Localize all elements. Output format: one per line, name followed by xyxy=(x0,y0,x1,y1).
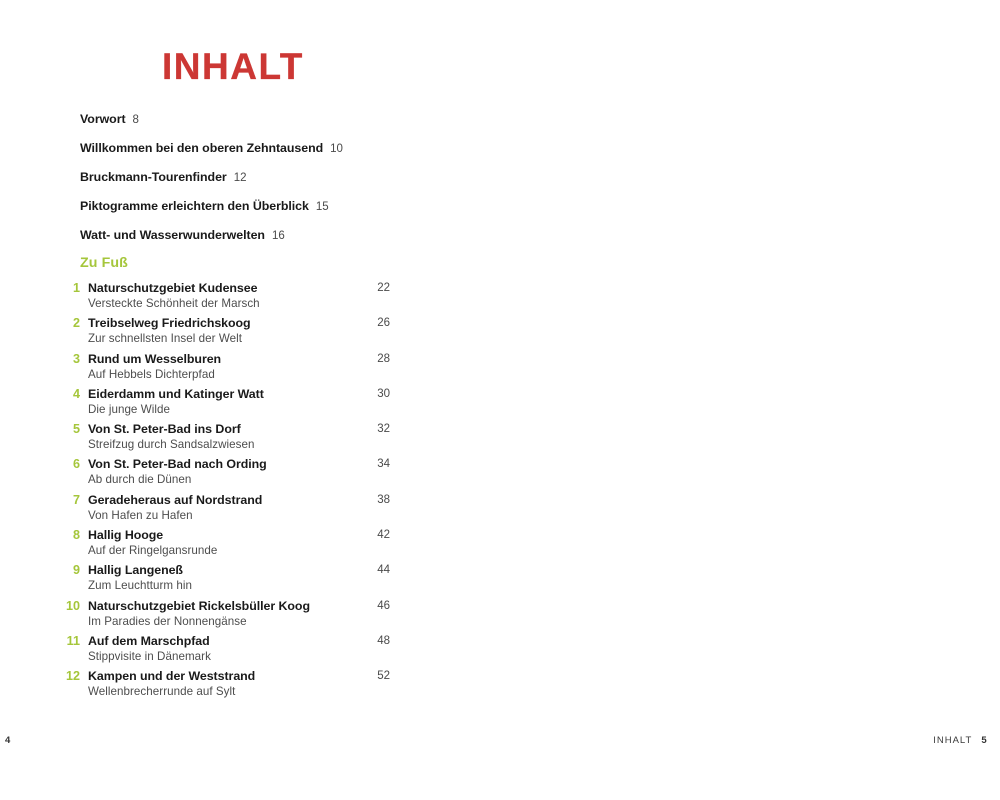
tour-title: Auf dem Marschpfad xyxy=(88,633,210,648)
tour-text-block: Eiderdamm und Katinger Watt Die junge Wil… xyxy=(80,387,362,418)
tour-subtitle: Streifzug durch Sandsalzwiesen xyxy=(88,438,255,452)
tour-title: Von St. Peter-Bad nach Ording xyxy=(88,457,267,472)
tour-list-zu-fuss: 1 Naturschutzgebiet Kudensee Versteckte Sc… xyxy=(56,281,390,705)
tour-text-block: Auf dem Marschpfad Stippvisite in Dänemar… xyxy=(80,634,362,665)
tour-title: Von St. Peter-Bad ins Dorf xyxy=(88,422,241,437)
folio-left-page-number: 4 xyxy=(5,735,11,746)
tour-page-number: 44 xyxy=(377,564,390,577)
front-matter-list: Vorwort 8 Willkommen bei den oberen Zehnta… xyxy=(80,112,410,257)
tour-entry[interactable]: 10 Naturschutzgebiet Rickelsbüller Koog Im… xyxy=(56,599,390,634)
tour-entry[interactable]: 3 Rund um Wesselburen Auf Hebbels Dichterp… xyxy=(56,352,390,387)
tour-text-block: Rund um Wesselburen Auf Hebbels Dichterpf… xyxy=(80,352,362,383)
front-matter-page-number: 10 xyxy=(330,143,343,155)
front-matter-label: Piktogramme erleichtern den Überblick xyxy=(80,199,309,213)
front-matter-page-number: 16 xyxy=(271,230,285,242)
left-page: INHALT Vorwort 8 Willkommen bei den oberen… xyxy=(5,46,410,746)
section-heading-zu-fuss: Zu Fuß xyxy=(80,255,128,271)
tour-entry[interactable]: 9 Hallig Langeneß Zum Leuchtturm hin 44 xyxy=(56,563,390,598)
tour-entry[interactable]: 11 Auf dem Marschpfad Stippvisite in Dänem… xyxy=(56,634,390,669)
tour-page-number: 42 xyxy=(377,529,390,542)
front-matter-label: Willkommen bei den oberen Zehntausend xyxy=(80,141,324,155)
tour-subtitle: Wellenbrecherrunde auf Sylt xyxy=(88,685,236,699)
tour-number: 8 xyxy=(72,528,80,543)
tour-number: 3 xyxy=(72,351,80,366)
tour-subtitle: Die junge Wilde xyxy=(88,402,170,416)
tour-entry[interactable]: 7 Geradeheraus auf Nordstrand Von Hafen zu… xyxy=(56,493,390,528)
tour-subtitle: Ab durch die Dünen xyxy=(88,473,192,487)
tour-text-block: Geradeheraus auf Nordstrand Von Hafen zu … xyxy=(80,493,362,524)
tour-subtitle: Im Paradies der Nonnengänse xyxy=(88,614,247,628)
tour-number: 12 xyxy=(65,669,80,684)
folio-left: 4 xyxy=(5,735,11,746)
tour-subtitle: Zur schnellsten Insel der Welt xyxy=(88,332,243,346)
tour-page-number: 26 xyxy=(377,317,390,330)
tour-title: Naturschutzgebiet Rickelsbüller Koog xyxy=(88,598,310,613)
tour-number: 6 xyxy=(72,457,80,472)
tour-entry[interactable]: 12 Kampen und der Weststrand Wellenbrecher… xyxy=(56,669,390,704)
tour-title: Kampen und der Weststrand xyxy=(88,669,256,684)
tour-text-block: Kampen und der Weststrand Wellenbrecherru… xyxy=(80,669,362,700)
tour-number: 1 xyxy=(72,281,80,295)
tour-subtitle: Stippvisite in Dänemark xyxy=(88,649,211,663)
tour-page-number: 30 xyxy=(377,387,390,400)
tour-subtitle: Von Hafen zu Hafen xyxy=(88,508,193,522)
tour-text-block: Hallig Hooge Auf der Ringelgansrunde xyxy=(80,528,362,559)
folio-right: INHALT 5 xyxy=(933,735,987,746)
tour-page-number: 22 xyxy=(377,282,390,294)
tour-page-number: 28 xyxy=(377,352,390,365)
tour-page-number: 46 xyxy=(377,599,390,612)
tour-text-block: Treibselweg Friedrichskoog Zur schnellste… xyxy=(80,316,362,347)
tour-subtitle: Versteckte Schönheit der Marsch xyxy=(88,297,260,310)
tour-text-block: Naturschutzgebiet Rickelsbüller Koog Im P… xyxy=(80,599,362,630)
tour-entry[interactable]: 4 Eiderdamm und Katinger Watt Die junge Wi… xyxy=(56,387,390,422)
tour-page-number: 34 xyxy=(377,458,390,471)
tour-entry[interactable]: 8 Hallig Hooge Auf der Ringelgansrunde 42 xyxy=(56,528,390,563)
tour-title: Geradeheraus auf Nordstrand xyxy=(88,492,263,507)
front-matter-item[interactable]: Bruckmann-Tourenfinder 12 xyxy=(80,170,410,199)
tour-subtitle: Auf Hebbels Dichterpfad xyxy=(88,367,215,381)
tour-number: 5 xyxy=(72,422,80,437)
tour-page-number: 38 xyxy=(377,493,390,506)
tour-title: Naturschutzgebiet Kudensee xyxy=(88,281,258,295)
tour-title: Hallig Hooge xyxy=(88,528,164,543)
tour-page-number: 52 xyxy=(377,670,390,683)
tour-subtitle: Auf der Ringelgansrunde xyxy=(88,544,218,558)
front-matter-page-number: 8 xyxy=(132,114,139,126)
folio-right-label: INHALT xyxy=(933,735,973,746)
tour-subtitle: Zum Leuchtturm hin xyxy=(88,579,192,593)
tour-text-block: Hallig Langeneß Zum Leuchtturm hin xyxy=(80,563,362,594)
right-page: Mit dem Rad 13Expressroute am Nord-Ostse… xyxy=(500,0,1000,800)
tour-text-block: Von St. Peter-Bad ins Dorf Streifzug durc… xyxy=(80,422,362,453)
tour-title: Hallig Langeneß xyxy=(88,563,183,578)
front-matter-item[interactable]: Watt- und Wasserwunderwelten 16 xyxy=(80,228,410,257)
front-matter-label: Vorwort xyxy=(80,112,126,126)
tour-entry[interactable]: 6 Von St. Peter-Bad nach Ording Ab durch d… xyxy=(56,457,390,492)
tour-entry[interactable]: 1 Naturschutzgebiet Kudensee Versteckte Sc… xyxy=(56,281,390,316)
front-matter-item[interactable]: Vorwort 8 xyxy=(80,112,410,141)
tour-entry[interactable]: 2 Treibselweg Friedrichskoog Zur schnellst… xyxy=(56,316,390,351)
front-matter-page-number: 12 xyxy=(233,172,247,184)
front-matter-label: Watt- und Wasserwunderwelten xyxy=(80,228,265,242)
tour-number: 7 xyxy=(72,492,80,507)
tour-title: Rund um Wesselburen xyxy=(88,351,222,366)
tour-text-block: Von St. Peter-Bad nach Ording Ab durch di… xyxy=(80,457,362,488)
tour-number: 4 xyxy=(72,386,80,401)
front-matter-page-number: 15 xyxy=(315,201,329,213)
tour-title: Eiderdamm und Katinger Watt xyxy=(88,386,264,401)
tour-text-block: Naturschutzgebiet Kudensee Versteckte Sch… xyxy=(80,281,362,312)
folio-right-page-number: 5 xyxy=(981,735,987,746)
tour-number: 10 xyxy=(65,598,80,613)
front-matter-label: Bruckmann-Tourenfinder xyxy=(80,170,227,184)
tour-number: 9 xyxy=(72,563,80,578)
page-title: INHALT xyxy=(162,46,304,87)
tour-page-number: 32 xyxy=(377,423,390,436)
tour-number: 2 xyxy=(72,316,80,331)
tour-title: Treibselweg Friedrichskoog xyxy=(88,316,251,331)
tour-entry[interactable]: 5 Von St. Peter-Bad ins Dorf Streifzug dur… xyxy=(56,422,390,457)
front-matter-item[interactable]: Piktogramme erleichtern den Überblick 15 xyxy=(80,199,410,228)
tour-page-number: 48 xyxy=(377,634,390,647)
tour-number: 11 xyxy=(66,633,80,648)
front-matter-item[interactable]: Willkommen bei den oberen Zehntausend 10 xyxy=(80,141,410,170)
